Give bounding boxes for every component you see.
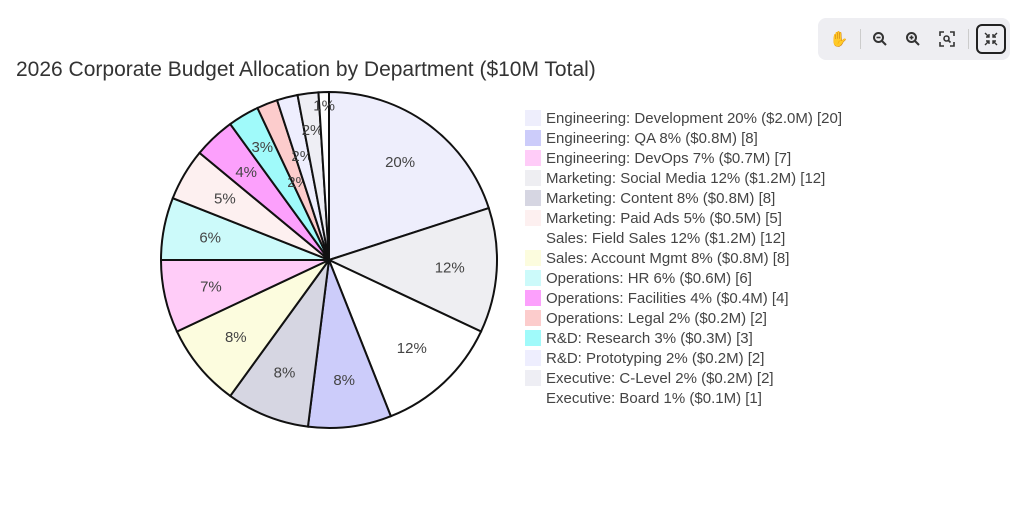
zoom-fit-icon[interactable] xyxy=(934,26,960,52)
legend-swatch xyxy=(525,230,541,246)
slice-label: 2% xyxy=(302,122,324,139)
toolbar-divider xyxy=(968,29,969,49)
zoom-in-icon[interactable] xyxy=(900,26,926,52)
legend-item[interactable]: Marketing: Content 8% ($0.8M) [8] xyxy=(525,188,842,208)
pie-slice[interactable] xyxy=(326,206,498,333)
legend-label: Engineering: DevOps 7% ($0.7M) [7] xyxy=(546,149,792,167)
legend-item[interactable]: Executive: Board 1% ($0.1M) [1] xyxy=(525,388,842,408)
legend-label: Marketing: Social Media 12% ($1.2M) [12] xyxy=(546,169,826,187)
slice-label: 3% xyxy=(251,139,273,156)
legend-label: Marketing: Content 8% ($0.8M) [8] xyxy=(546,189,776,207)
legend-item[interactable]: Marketing: Social Media 12% ($1.2M) [12] xyxy=(525,168,842,188)
legend-label: Executive: Board 1% ($0.1M) [1] xyxy=(546,389,762,407)
slice-label: 8% xyxy=(274,364,296,381)
slice-label: 4% xyxy=(235,164,257,181)
legend-item[interactable]: R&D: Research 3% ($0.3M) [3] xyxy=(525,328,842,348)
slice-label: 8% xyxy=(225,329,247,346)
legend-item[interactable]: Executive: C-Level 2% ($0.2M) [2] xyxy=(525,368,842,388)
slice-label: 12% xyxy=(435,260,465,277)
chart-title: 2026 Corporate Budget Allocation by Depa… xyxy=(16,58,596,81)
legend-item[interactable]: Engineering: DevOps 7% ($0.7M) [7] xyxy=(525,148,842,168)
slice-label: 6% xyxy=(199,229,221,246)
collapse-icon[interactable] xyxy=(976,24,1006,54)
legend-swatch xyxy=(525,270,541,286)
legend: Engineering: Development 20% ($2.0M) [20… xyxy=(525,108,842,408)
legend-label: Engineering: QA 8% ($0.8M) [8] xyxy=(546,129,758,147)
legend-item[interactable]: Operations: HR 6% ($0.6M) [6] xyxy=(525,268,842,288)
pie-slice[interactable] xyxy=(317,90,330,261)
legend-item[interactable]: Operations: Legal 2% ($0.2M) [2] xyxy=(525,308,842,328)
pan-icon[interactable]: ✋ xyxy=(829,31,849,48)
legend-swatch xyxy=(525,370,541,386)
legend-swatch xyxy=(525,310,541,326)
slice-label: 5% xyxy=(214,190,236,207)
legend-item[interactable]: Marketing: Paid Ads 5% ($0.5M) [5] xyxy=(525,208,842,228)
legend-item[interactable]: Sales: Account Mgmt 8% ($0.8M) [8] xyxy=(525,248,842,268)
legend-label: Operations: Facilities 4% ($0.4M) [4] xyxy=(546,289,789,307)
legend-swatch xyxy=(525,190,541,206)
slice-label: 8% xyxy=(333,372,355,389)
legend-swatch xyxy=(525,290,541,306)
legend-swatch xyxy=(525,390,541,406)
legend-label: Marketing: Paid Ads 5% ($0.5M) [5] xyxy=(546,209,782,227)
legend-label: Sales: Field Sales 12% ($1.2M) [12] xyxy=(546,229,786,247)
legend-swatch xyxy=(525,110,541,126)
legend-item[interactable]: Engineering: Development 20% ($2.0M) [20… xyxy=(525,108,842,128)
legend-swatch xyxy=(525,350,541,366)
legend-item[interactable]: Sales: Field Sales 12% ($1.2M) [12] xyxy=(525,228,842,248)
legend-item[interactable]: R&D: Prototyping 2% ($0.2M) [2] xyxy=(525,348,842,368)
pie-slice[interactable] xyxy=(327,258,483,418)
legend-swatch xyxy=(525,130,541,146)
toolbar-divider xyxy=(860,29,861,49)
legend-label: R&D: Prototyping 2% ($0.2M) [2] xyxy=(546,349,765,367)
legend-item[interactable]: Engineering: QA 8% ($0.8M) [8] xyxy=(525,128,842,148)
legend-item[interactable]: Operations: Facilities 4% ($0.4M) [4] xyxy=(525,288,842,308)
pie-slice[interactable] xyxy=(328,90,491,262)
legend-label: Executive: C-Level 2% ($0.2M) [2] xyxy=(546,369,774,387)
legend-label: R&D: Research 3% ($0.3M) [3] xyxy=(546,329,753,347)
legend-label: Operations: HR 6% ($0.6M) [6] xyxy=(546,269,752,287)
legend-swatch xyxy=(525,210,541,226)
legend-swatch xyxy=(525,250,541,266)
zoom-out-icon[interactable] xyxy=(867,26,893,52)
legend-swatch xyxy=(525,330,541,346)
legend-label: Operations: Legal 2% ($0.2M) [2] xyxy=(546,309,767,327)
legend-label: Sales: Account Mgmt 8% ($0.8M) [8] xyxy=(546,249,790,267)
legend-swatch xyxy=(525,170,541,186)
slice-label: 1% xyxy=(313,98,335,115)
slice-label: 20% xyxy=(385,154,415,171)
slice-label: 12% xyxy=(397,340,427,357)
legend-swatch xyxy=(525,150,541,166)
slice-label: 7% xyxy=(200,278,222,295)
legend-label: Engineering: Development 20% ($2.0M) [20… xyxy=(546,109,843,127)
chart-toolbar: ✋ xyxy=(818,18,1010,60)
